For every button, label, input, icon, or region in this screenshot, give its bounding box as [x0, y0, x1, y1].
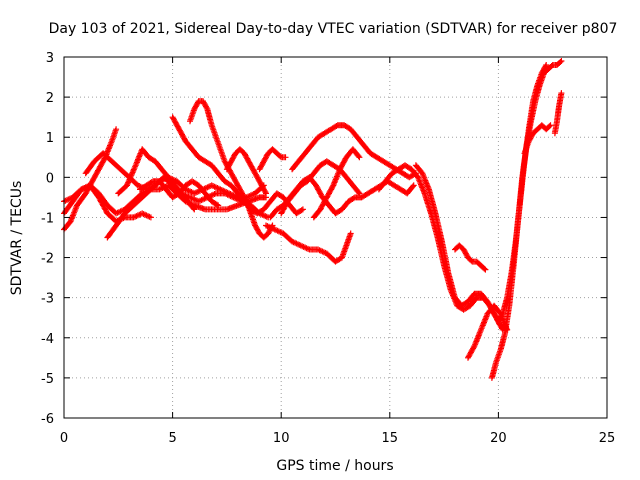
data-point-markers	[310, 146, 363, 221]
series-arc-12	[263, 222, 354, 265]
y-tick-label: -4	[41, 332, 54, 347]
series-arc-11	[256, 146, 289, 173]
data-point-markers	[278, 158, 363, 217]
data-point-markers	[488, 58, 565, 381]
x-tick-label: 5	[168, 431, 176, 446]
x-axis-label: GPS time / hours	[276, 458, 393, 474]
x-tick-label: 20	[490, 431, 507, 446]
series-arc-19	[452, 242, 489, 273]
data-point-markers	[521, 122, 554, 157]
series-arc-15	[289, 122, 419, 181]
series-arc-21	[488, 58, 565, 381]
y-tick-label: -2	[41, 252, 54, 267]
data-point-markers	[289, 122, 419, 181]
series-arc-7	[137, 178, 222, 209]
data-point-markers	[115, 146, 198, 213]
series-arc-23	[521, 122, 554, 157]
data-point-markers	[137, 178, 222, 209]
y-tick-label: 1	[46, 131, 54, 146]
y-tick-label: -3	[41, 292, 54, 307]
y-tick-label: 0	[46, 171, 54, 186]
y-axis-label: SDTVAR / TECUs	[9, 181, 25, 296]
data-point-markers	[223, 146, 269, 197]
data-point-markers	[187, 98, 276, 241]
series-arc-24	[551, 90, 565, 137]
series-arc-16	[310, 146, 363, 221]
grid	[64, 57, 607, 418]
y-tick-label: -6	[41, 412, 54, 427]
series-arc-10	[223, 146, 269, 197]
chart-title: Day 103 of 2021, Sidereal Day-to-day VTE…	[49, 21, 618, 37]
series-arc-20	[465, 302, 511, 361]
series-arc-14	[278, 158, 363, 217]
y-tick-label: -5	[41, 372, 54, 387]
plot-frame	[63, 56, 608, 419]
data-point-markers	[452, 242, 489, 273]
data-point-markers	[495, 62, 550, 325]
data-point-markers	[256, 146, 289, 173]
series-arc-22	[495, 62, 550, 325]
axis-ticks: 0 5 10 15 20 25 -6 -5 -4 -3 -2 -1 0 1 2 3	[41, 51, 615, 446]
series-arc-9	[187, 98, 276, 241]
x-tick-label: 10	[273, 431, 290, 446]
data-point-markers	[465, 302, 511, 361]
x-tick-label: 0	[60, 431, 68, 446]
data-series	[61, 58, 565, 381]
series-arc-6	[115, 146, 198, 213]
x-tick-label: 25	[599, 431, 616, 446]
y-tick-label: 2	[46, 91, 54, 106]
y-tick-label: -1	[41, 211, 54, 226]
data-point-markers	[263, 222, 354, 265]
y-tick-label: 3	[46, 51, 54, 66]
x-tick-label: 15	[382, 431, 399, 446]
data-point-markers	[551, 90, 565, 137]
